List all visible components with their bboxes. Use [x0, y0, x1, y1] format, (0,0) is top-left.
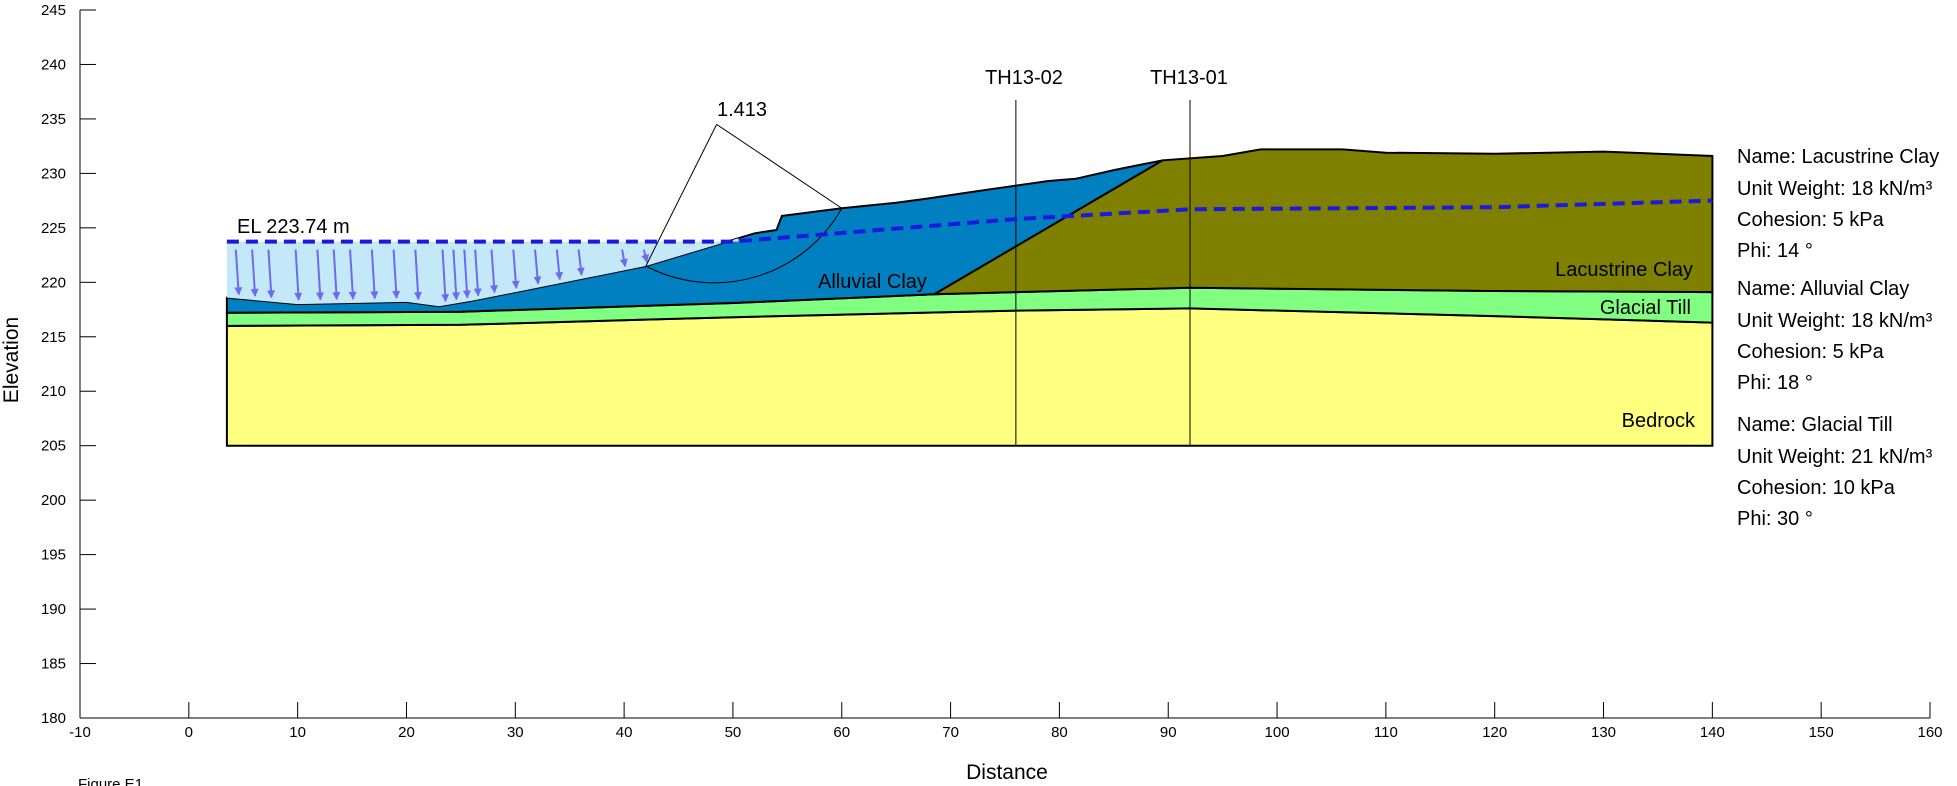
y-tick-label: 190 [41, 601, 66, 618]
surcharge-arrow [641, 249, 650, 263]
material-name: Name: Alluvial Clay [1737, 278, 1909, 300]
surcharge-arrow [392, 249, 401, 299]
y-tick-label: 200 [41, 492, 66, 509]
y-tick-label: 235 [41, 111, 66, 128]
surcharge-arrow [413, 249, 422, 301]
x-tick-label: 10 [289, 724, 306, 741]
surcharge-arrow [266, 249, 275, 299]
x-tick-label: 110 [1374, 724, 1398, 741]
surcharge-arrow [315, 249, 324, 301]
alluvial-clay-layer [225, 159, 1164, 314]
material-unit-weight: Unit Weight: 18 kN/m³ [1737, 178, 1933, 200]
x-tick-label: 20 [398, 724, 415, 741]
surcharge-arrow [370, 249, 379, 300]
surcharge-arrow [619, 249, 628, 268]
y-tick-label: 220 [41, 274, 66, 291]
layer-label-glacial-till: Glacial Till [1600, 297, 1691, 319]
factor-of-safety-label: 1.413 [717, 99, 767, 121]
surcharge-arrow [533, 249, 542, 285]
material-cohesion: Cohesion: 5 kPa [1737, 209, 1885, 231]
material-properties-legend: Name: Lacustrine Clay Unit Weight: 18 kN… [1737, 146, 1939, 530]
surcharge-arrow [490, 249, 499, 294]
surcharge-arrow [234, 249, 243, 296]
y-tick-label: 215 [41, 329, 66, 346]
surcharge-arrow [452, 249, 461, 301]
x-tick-label: 160 [1917, 724, 1942, 741]
borehole-label-th13-01: TH13-01 [1150, 67, 1228, 89]
x-tick-label: 140 [1700, 724, 1725, 741]
surcharge-arrow [555, 249, 564, 281]
material-name: Name: Lacustrine Clay [1737, 146, 1939, 168]
y-tick-label: 225 [41, 220, 66, 237]
material-phi: Phi: 14 ° [1737, 240, 1813, 262]
x-tick-label: 150 [1809, 724, 1834, 741]
x-tick-label: 100 [1265, 724, 1290, 741]
y-tick-label: 210 [41, 383, 66, 400]
surcharge-arrow [473, 249, 482, 297]
surcharge-arrow [250, 249, 259, 297]
surcharge-arrow [576, 249, 585, 276]
x-tick-label: 0 [185, 724, 193, 741]
material-phi: Phi: 18 ° [1737, 372, 1813, 394]
x-axis-title: Distance [966, 761, 1048, 784]
piezometric-line [226, 198, 1713, 244]
material-cohesion: Cohesion: 10 kPa [1737, 477, 1896, 499]
material-name: Name: Glacial Till [1737, 414, 1893, 436]
figure-caption: Figure E1 [78, 776, 143, 786]
x-tick-label: 30 [507, 724, 524, 741]
x-tick-label: -10 [69, 724, 91, 741]
y-tick-label: 195 [41, 547, 66, 564]
y-tick-label: 180 [41, 710, 66, 727]
x-tick-label: 60 [833, 724, 850, 741]
x-tick-label: 40 [616, 724, 633, 741]
water-level-label: EL 223.74 m [237, 216, 350, 238]
y-tick-label: 185 [41, 656, 66, 673]
y-tick-label: 205 [41, 438, 66, 455]
y-tick-label: 245 [41, 2, 66, 19]
chart-axes: -10 0 10 20 30 40 50 60 70 80 90 100 110 120 130 140 150… [41, 2, 1943, 741]
slip-radius-line [716, 123, 843, 209]
y-tick-label: 230 [41, 165, 66, 182]
x-tick-label: 90 [1160, 724, 1177, 741]
surcharge-arrow [332, 249, 341, 301]
material-unit-weight: Unit Weight: 18 kN/m³ [1737, 310, 1933, 332]
soil-layers [225, 148, 1714, 447]
y-axis-title: Elevation [0, 317, 23, 403]
borehole-label-th13-02: TH13-02 [985, 67, 1063, 89]
surcharge-arrow [511, 249, 520, 289]
lacustrine-clay-layer [933, 148, 1714, 296]
material-unit-weight: Unit Weight: 21 kN/m³ [1737, 446, 1933, 468]
y-tick-label: 240 [41, 56, 66, 73]
surcharge-arrow [348, 249, 357, 300]
slip-radius-line [645, 124, 718, 267]
layer-label-bedrock: Bedrock [1622, 410, 1696, 432]
surcharge-arrow [294, 249, 303, 301]
x-tick-label: 130 [1591, 724, 1616, 741]
layer-label-lacustrine-clay: Lacustrine Clay [1555, 259, 1693, 281]
material-phi: Phi: 30 ° [1737, 508, 1813, 530]
material-cohesion: Cohesion: 5 kPa [1737, 341, 1885, 363]
bedrock-layer [225, 307, 1714, 447]
section-features [226, 100, 1713, 446]
x-tick-label: 120 [1482, 724, 1507, 741]
x-tick-label: 50 [725, 724, 742, 741]
layer-label-alluvial-clay: Alluvial Clay [818, 271, 927, 293]
surcharge-arrow [441, 249, 450, 303]
surcharge-arrow [462, 249, 471, 299]
water-body [226, 238, 739, 307]
x-tick-label: 70 [942, 724, 959, 741]
x-tick-label: 80 [1051, 724, 1068, 741]
